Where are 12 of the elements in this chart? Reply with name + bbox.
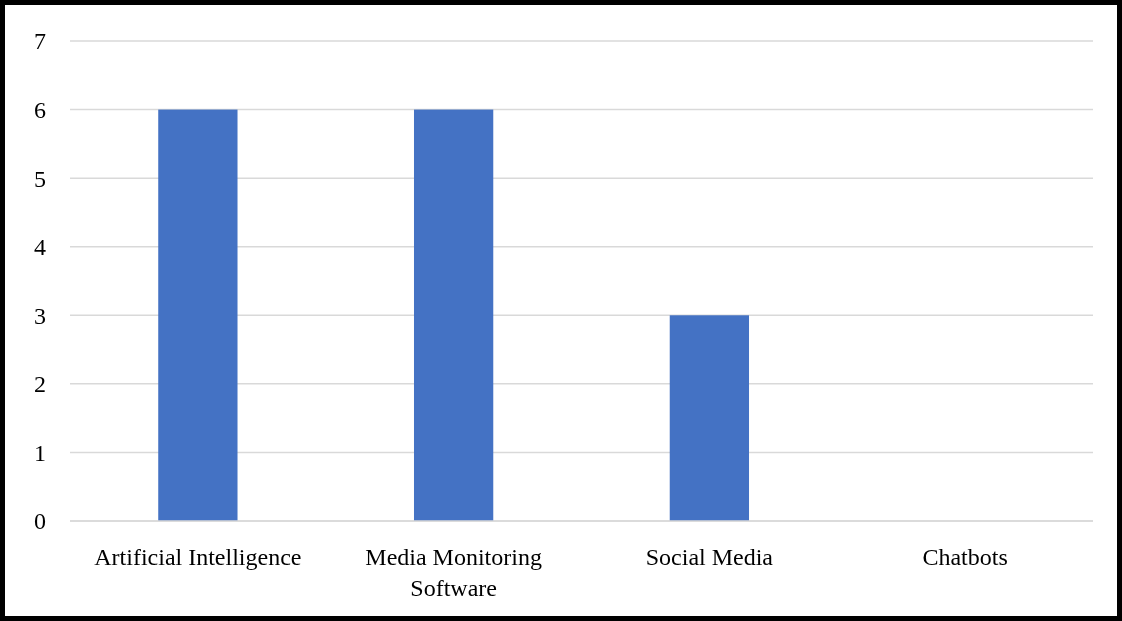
y-tick-label: 3: [34, 302, 46, 329]
y-tick-label: 7: [34, 28, 46, 55]
x-tick-label: Media Monitoring Software: [365, 544, 542, 601]
x-tick-label: Social Media: [645, 544, 774, 570]
y-tick-label: 1: [34, 439, 46, 466]
x-tick-label: Chatbots: [922, 544, 1008, 570]
x-tick-label: Artificial Intelligence: [94, 544, 302, 570]
y-tick-label: 2: [34, 371, 46, 398]
y-tick-label: 0: [34, 508, 46, 535]
y-tick-label: 5: [34, 165, 46, 192]
y-tick-label: 6: [34, 96, 46, 123]
y-tick-label: 4: [34, 234, 46, 261]
